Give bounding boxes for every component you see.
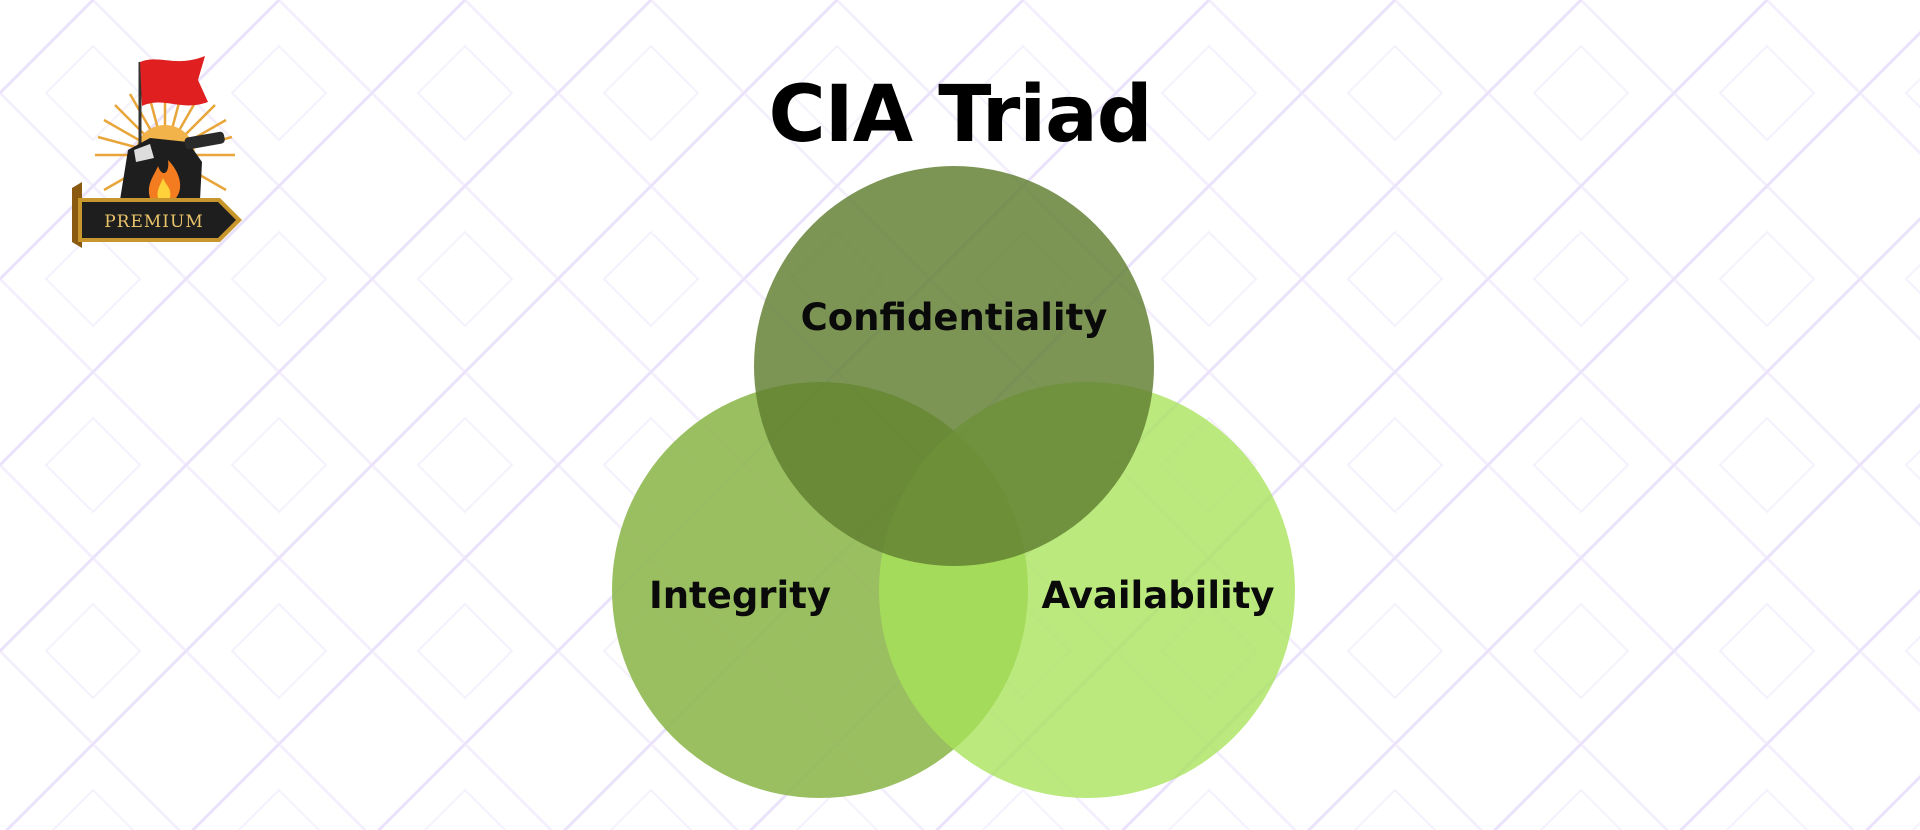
circle-confidentiality: [754, 166, 1154, 566]
label-integrity: Integrity: [649, 574, 831, 617]
badge-ribbon: PREMIUM: [72, 182, 242, 248]
label-availability: Availability: [1041, 574, 1274, 617]
flame-icon: [148, 160, 181, 198]
badge-text: PREMIUM: [104, 212, 204, 232]
cannon-icon: [120, 131, 225, 200]
label-confidentiality: Confidentiality: [801, 296, 1108, 339]
premium-logo: PREMIUM: [72, 56, 242, 248]
page-title: CIA Triad: [768, 70, 1152, 160]
